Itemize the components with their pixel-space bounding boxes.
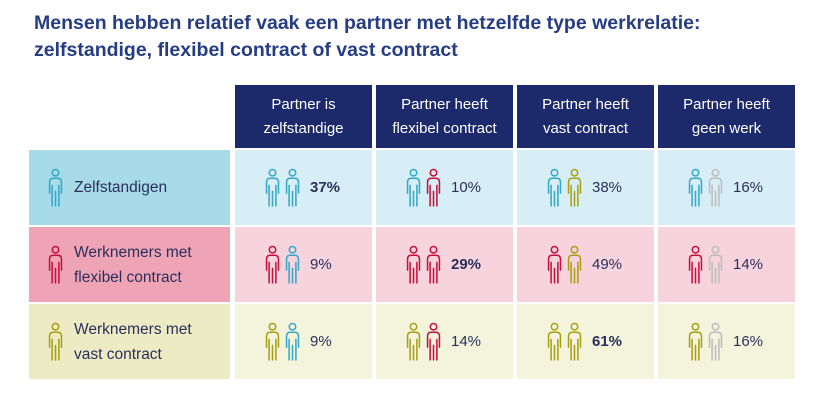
person-pair-icon bbox=[264, 168, 301, 208]
person-pair-icon bbox=[546, 168, 583, 208]
cell-value: 9% bbox=[310, 256, 332, 273]
cell-value: 10% bbox=[451, 179, 482, 196]
column-header-line-2: vast contract bbox=[542, 119, 629, 137]
row-label-line-1: Werknemers met bbox=[74, 320, 192, 338]
table-cell: 14% bbox=[658, 227, 795, 302]
column-header-line-1: Partner heeft bbox=[683, 95, 770, 113]
row-icon-wrap bbox=[47, 322, 64, 362]
cell-value: 14% bbox=[451, 333, 482, 350]
cell-value: 49% bbox=[592, 256, 623, 273]
column-header: Partner is zelfstandige bbox=[235, 85, 372, 148]
partner-icon bbox=[567, 245, 582, 284]
table-cell: 49% bbox=[517, 227, 654, 302]
cell-value: 16% bbox=[733, 333, 764, 350]
person-icon bbox=[265, 322, 280, 361]
partner-icon bbox=[426, 168, 441, 207]
person-icon bbox=[406, 245, 421, 284]
person-icon bbox=[406, 168, 421, 207]
table-cell: 16% bbox=[658, 304, 795, 379]
row-label-text: Zelfstandigen bbox=[74, 175, 167, 200]
partner-icon bbox=[708, 168, 723, 207]
column-header: Partner heeft geen werk bbox=[658, 85, 795, 148]
row-label: Werknemers met flexibel contract bbox=[29, 227, 230, 302]
cell-value: 37% bbox=[310, 179, 341, 196]
table-cell: 14% bbox=[376, 304, 513, 379]
cell-value: 29% bbox=[451, 256, 482, 273]
table-cell: 10% bbox=[376, 150, 513, 225]
row-icon-wrap bbox=[47, 168, 64, 208]
column-header-line-1: Partner heeft bbox=[401, 95, 488, 113]
person-pair-icon bbox=[687, 245, 724, 285]
partner-icon bbox=[426, 322, 441, 361]
row-label-line-2: flexibel contract bbox=[74, 268, 182, 286]
person-icon bbox=[547, 168, 562, 207]
title-line-1: Mensen hebben relatief vaak een partner … bbox=[34, 12, 701, 34]
person-icon bbox=[406, 322, 421, 361]
table-cell: 9% bbox=[235, 304, 372, 379]
column-header-text: Partner heeft flexibel contract bbox=[392, 93, 496, 141]
cell-value: 14% bbox=[733, 256, 764, 273]
partner-icon bbox=[708, 245, 723, 284]
row-label-line-1: Werknemers met bbox=[74, 243, 192, 261]
column-header-text: Partner is zelfstandige bbox=[263, 93, 343, 141]
partner-icon bbox=[285, 322, 300, 361]
person-icon bbox=[688, 168, 703, 207]
column-header-line-1: Partner heeft bbox=[542, 95, 629, 113]
table-cell: 37% bbox=[235, 150, 372, 225]
column-header-text: Partner heeft vast contract bbox=[542, 93, 629, 141]
partner-icon bbox=[708, 322, 723, 361]
column-header-line-1: Partner is bbox=[271, 95, 336, 113]
row-label: Werknemers met vast contract bbox=[29, 304, 230, 379]
column-header-line-2: flexibel contract bbox=[392, 119, 497, 137]
partner-icon bbox=[285, 168, 300, 207]
partner-icon bbox=[285, 245, 300, 284]
title-line-2: zelfstandige, flexibel contract of vast … bbox=[34, 39, 458, 61]
person-icon bbox=[547, 322, 562, 361]
partner-icon bbox=[426, 245, 441, 284]
person-pair-icon bbox=[405, 322, 442, 362]
cell-value: 9% bbox=[310, 333, 332, 350]
row-label-text: Werknemers met flexibel contract bbox=[74, 240, 192, 290]
cell-value: 61% bbox=[592, 333, 623, 350]
person-pair-icon bbox=[687, 322, 724, 362]
row-label: Zelfstandigen bbox=[29, 150, 230, 225]
person-pair-icon bbox=[264, 322, 301, 362]
partner-icon bbox=[567, 168, 582, 207]
column-header: Partner heeft flexibel contract bbox=[376, 85, 513, 148]
person-pair-icon bbox=[687, 168, 724, 208]
cell-value: 16% bbox=[733, 179, 764, 196]
table-cell: 16% bbox=[658, 150, 795, 225]
table-cell: 38% bbox=[517, 150, 654, 225]
person-pair-icon bbox=[264, 245, 301, 285]
row-label-line-2: vast contract bbox=[74, 345, 162, 363]
person-pair-icon bbox=[546, 245, 583, 285]
table-cell: 9% bbox=[235, 227, 372, 302]
row-label-line-1: Zelfstandigen bbox=[74, 179, 168, 196]
person-icon bbox=[48, 168, 63, 207]
person-pair-icon bbox=[405, 168, 442, 208]
column-header: Partner heeft vast contract bbox=[517, 85, 654, 148]
cell-value: 38% bbox=[592, 179, 623, 196]
chart-title: Mensen hebben relatief vaak een partner … bbox=[34, 10, 794, 64]
person-icon bbox=[48, 322, 63, 361]
column-header-line-2: geen werk bbox=[691, 119, 762, 137]
person-icon bbox=[265, 168, 280, 207]
person-icon bbox=[48, 245, 63, 284]
person-icon bbox=[265, 245, 280, 284]
row-icon-wrap bbox=[47, 245, 64, 285]
table-cell: 61% bbox=[517, 304, 654, 379]
table-cell: 29% bbox=[376, 227, 513, 302]
person-pair-icon bbox=[546, 322, 583, 362]
person-icon bbox=[688, 322, 703, 361]
person-pair-icon bbox=[405, 245, 442, 285]
column-header-line-2: zelfstandige bbox=[263, 119, 344, 137]
column-header-text: Partner heeft geen werk bbox=[683, 93, 770, 141]
person-icon bbox=[688, 245, 703, 284]
person-icon bbox=[547, 245, 562, 284]
row-label-text: Werknemers met vast contract bbox=[74, 317, 192, 367]
partner-icon bbox=[567, 322, 582, 361]
